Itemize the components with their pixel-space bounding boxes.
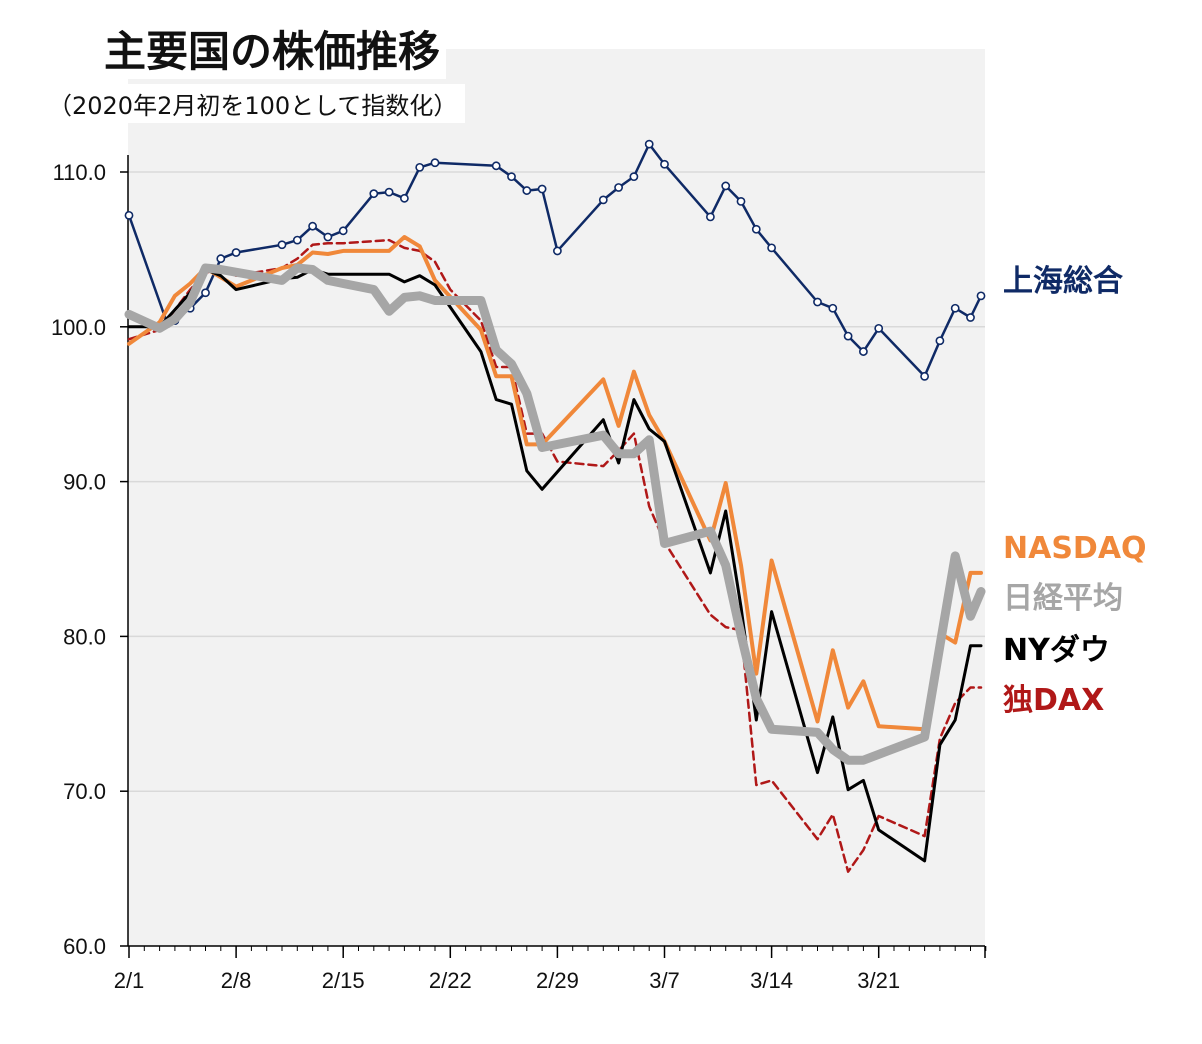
- data-point-shanghai: [323, 232, 333, 242]
- y-tick-label: 100.0: [51, 315, 106, 340]
- data-point-shanghai: [751, 224, 761, 234]
- x-tick-label: 2/1: [114, 968, 145, 993]
- data-point-shanghai: [338, 226, 348, 236]
- data-point-shanghai: [399, 193, 409, 203]
- data-point-shanghai: [201, 288, 210, 298]
- x-tick-label: 2/8: [221, 968, 252, 993]
- data-point-shanghai: [553, 246, 562, 256]
- y-tick-label: 80.0: [63, 624, 106, 649]
- data-point-shanghai: [231, 248, 241, 257]
- data-point-shanghai: [767, 243, 776, 253]
- data-point-shanghai: [415, 162, 425, 172]
- data-point-shanghai: [598, 195, 608, 205]
- x-tick-label: 2/15: [322, 968, 365, 993]
- data-point-shanghai: [950, 303, 960, 313]
- x-tick-label: 3/7: [649, 968, 680, 993]
- data-point-shanghai: [384, 187, 394, 197]
- data-point-shanghai: [491, 161, 501, 171]
- x-tick-label: 2/29: [536, 968, 579, 993]
- legend-label-dax: 独DAX: [1003, 683, 1105, 718]
- data-point-shanghai: [976, 291, 986, 301]
- data-point-shanghai: [644, 139, 654, 149]
- data-point-shanghai: [721, 181, 731, 191]
- chart-subtitle: （2020年2月初を100として指数化）: [40, 84, 466, 123]
- x-tick-label: 2/22: [429, 968, 472, 993]
- data-point-shanghai: [874, 323, 884, 333]
- data-point-shanghai: [430, 158, 440, 168]
- data-point-shanghai: [828, 303, 838, 313]
- data-point-shanghai: [935, 336, 945, 346]
- legend-label-shanghai: 上海総合: [1003, 264, 1123, 299]
- data-point-shanghai: [292, 235, 302, 245]
- chart-title: 主要国の株価推移: [98, 18, 447, 79]
- data-point-shanghai: [507, 172, 516, 182]
- data-point-shanghai: [736, 197, 746, 206]
- plot-area-background: [128, 49, 985, 946]
- data-point-shanghai: [369, 189, 379, 199]
- data-point-shanghai: [859, 347, 868, 356]
- data-point-shanghai: [813, 297, 822, 307]
- y-tick-label: 70.0: [63, 779, 106, 804]
- series-group: [124, 139, 986, 873]
- legend-label-nasdaq: NASDAQ: [1003, 531, 1147, 566]
- data-point-shanghai: [966, 313, 975, 322]
- data-point-shanghai: [537, 184, 547, 194]
- y-tick-label: 90.0: [63, 470, 106, 495]
- data-point-shanghai: [843, 331, 853, 341]
- series-line-nydow: [127, 268, 983, 863]
- series-line-nikkei: [124, 263, 986, 765]
- data-point-shanghai: [522, 186, 532, 195]
- data-point-shanghai: [277, 240, 287, 250]
- y-tick-label: 110.0: [53, 160, 106, 185]
- data-point-shanghai: [308, 221, 317, 231]
- data-point-shanghai: [614, 183, 623, 192]
- axes: 60.0 70.0 80.0 90.0 100.0 110.0 2/1 2/8 2/15 2/22…: [51, 155, 987, 993]
- y-tick-label: 60.0: [63, 934, 106, 959]
- data-point-shanghai: [920, 371, 929, 381]
- legend-label-nydow: NYダウ: [1003, 633, 1110, 668]
- data-point-shanghai: [629, 172, 639, 182]
- x-tick-label: 3/14: [750, 968, 793, 993]
- data-point-shanghai: [216, 254, 226, 264]
- x-tick-label: 3/21: [857, 968, 900, 993]
- data-point-shanghai: [706, 212, 715, 222]
- data-point-shanghai: [124, 210, 134, 220]
- legend-label-nikkei: 日経平均: [1003, 581, 1123, 616]
- data-point-shanghai: [660, 159, 669, 169]
